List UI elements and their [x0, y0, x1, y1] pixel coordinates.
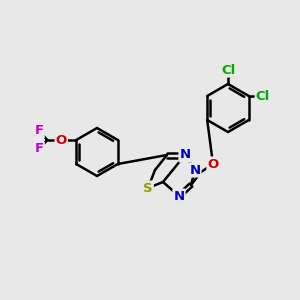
Text: Cl: Cl [221, 64, 235, 76]
Text: Cl: Cl [256, 89, 270, 103]
Text: N: N [173, 190, 184, 202]
Text: F: F [35, 124, 44, 137]
Text: O: O [207, 158, 219, 170]
Text: O: O [56, 134, 67, 146]
Text: F: F [35, 142, 44, 155]
Text: N: N [179, 148, 191, 161]
Text: S: S [143, 182, 153, 194]
Text: N: N [189, 164, 201, 176]
